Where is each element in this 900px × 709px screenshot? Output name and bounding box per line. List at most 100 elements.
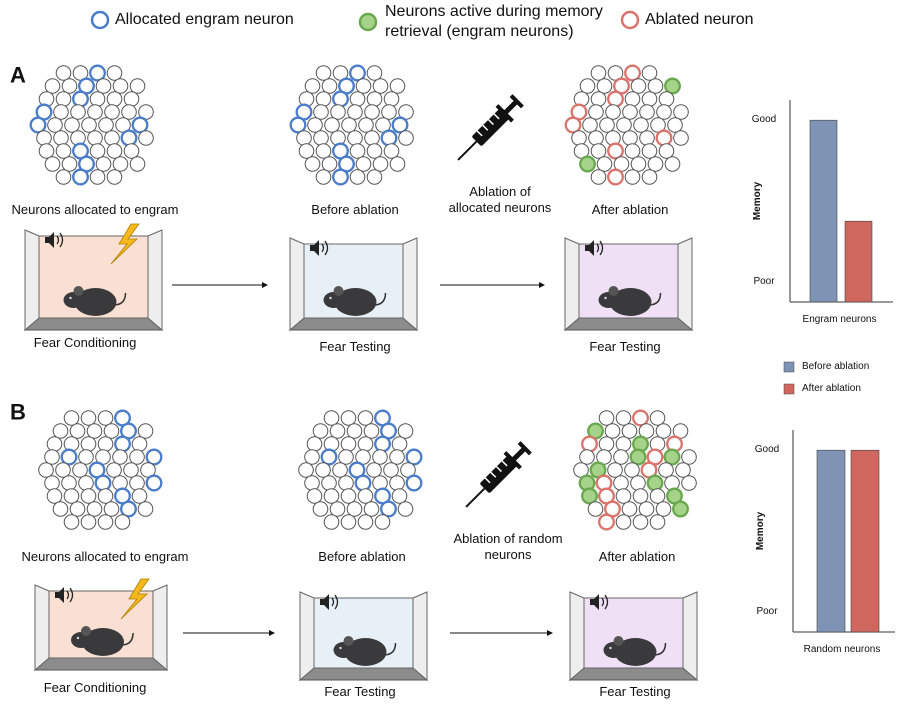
neuron bbox=[681, 475, 697, 491]
neuron bbox=[137, 501, 154, 517]
neuron bbox=[391, 488, 408, 504]
mouse-eye bbox=[69, 296, 72, 300]
neuron bbox=[55, 462, 71, 478]
neuron bbox=[94, 474, 112, 492]
neuron bbox=[123, 143, 140, 159]
neuron bbox=[61, 78, 78, 94]
neuron bbox=[340, 488, 357, 504]
neuron bbox=[681, 449, 697, 465]
neuron bbox=[649, 410, 666, 426]
stage-label: Fear Testing bbox=[589, 338, 661, 354]
syringe-flange bbox=[495, 104, 514, 123]
neuron bbox=[53, 130, 69, 146]
neuron bbox=[315, 91, 332, 107]
arrow-head bbox=[262, 282, 268, 288]
neuron bbox=[355, 78, 372, 94]
bar bbox=[809, 119, 838, 303]
neuron bbox=[120, 129, 138, 147]
speaker bbox=[320, 594, 329, 610]
neuron bbox=[590, 143, 607, 159]
neuron bbox=[639, 104, 655, 120]
neuron bbox=[313, 130, 329, 146]
neuron bbox=[315, 169, 332, 185]
mouse-ear bbox=[81, 626, 91, 636]
neuron bbox=[89, 169, 106, 185]
neuron bbox=[372, 449, 388, 465]
neuron bbox=[329, 501, 346, 517]
neuron bbox=[129, 475, 145, 491]
neuron bbox=[366, 169, 383, 185]
neuron bbox=[315, 462, 331, 478]
stage-label: Fear Conditioning bbox=[43, 679, 147, 695]
neuron bbox=[72, 462, 88, 478]
neuron bbox=[80, 436, 97, 452]
neuron bbox=[380, 500, 397, 518]
neuron bbox=[60, 448, 78, 466]
neuron bbox=[354, 474, 372, 492]
syringe-mark bbox=[487, 119, 494, 126]
syringe-mark bbox=[501, 460, 508, 467]
neuron bbox=[641, 65, 658, 81]
syringe bbox=[465, 441, 532, 508]
neuron bbox=[656, 104, 672, 120]
mouse-body bbox=[74, 288, 117, 316]
neuron bbox=[61, 475, 77, 491]
neuron bbox=[363, 423, 380, 439]
neuron bbox=[358, 117, 374, 133]
neuron bbox=[649, 514, 666, 530]
neuron bbox=[63, 410, 80, 426]
neuron bbox=[98, 117, 114, 133]
ablation-caption: Ablation of random neurons bbox=[453, 530, 563, 562]
neuron bbox=[296, 130, 312, 146]
stage-caption: Before ablation bbox=[318, 548, 406, 564]
neuron bbox=[338, 449, 354, 465]
chamber-floor bbox=[288, 317, 419, 331]
speaker bbox=[310, 240, 319, 256]
neuron bbox=[347, 104, 363, 120]
chamber-floor bbox=[33, 657, 169, 671]
neuron bbox=[332, 90, 349, 108]
chamber-left bbox=[569, 591, 585, 682]
lightning bbox=[120, 578, 150, 620]
neuron bbox=[383, 91, 400, 107]
neuron bbox=[313, 104, 329, 120]
legend-label: Ablated neuron bbox=[645, 11, 754, 28]
neuron bbox=[579, 78, 596, 94]
neuron bbox=[112, 449, 128, 465]
neuron bbox=[323, 514, 340, 530]
chamber-left bbox=[299, 591, 315, 682]
neuron bbox=[80, 488, 97, 504]
neuron bbox=[80, 514, 97, 530]
syringe-flange bbox=[503, 451, 522, 470]
neuron bbox=[78, 449, 94, 465]
syringe bbox=[457, 94, 524, 161]
neuron bbox=[320, 448, 338, 466]
neuron bbox=[605, 104, 621, 120]
neuron bbox=[106, 91, 123, 107]
neuron bbox=[29, 116, 47, 134]
neuron bbox=[673, 130, 689, 146]
neuron bbox=[598, 410, 615, 426]
neuron bbox=[145, 448, 163, 466]
neuron bbox=[604, 423, 621, 439]
speaker bbox=[585, 240, 594, 256]
neuron bbox=[357, 488, 374, 504]
neuron bbox=[372, 156, 389, 172]
neuron bbox=[120, 500, 137, 518]
neuron bbox=[338, 475, 354, 491]
speaker-wave bbox=[56, 232, 64, 248]
neuron bbox=[298, 462, 314, 478]
neuron bbox=[323, 488, 340, 504]
speaker-wave bbox=[321, 240, 329, 256]
neuron bbox=[80, 410, 97, 426]
neuron bbox=[104, 104, 120, 120]
stage-label: Fear Testing bbox=[324, 683, 396, 699]
neuron bbox=[363, 501, 380, 517]
neuron bbox=[340, 514, 357, 530]
bar bbox=[816, 449, 846, 633]
legend-symbol bbox=[90, 10, 110, 30]
neuron bbox=[655, 129, 673, 147]
neuron bbox=[321, 78, 338, 94]
stage-caption: Neurons allocated to engram bbox=[11, 201, 179, 217]
